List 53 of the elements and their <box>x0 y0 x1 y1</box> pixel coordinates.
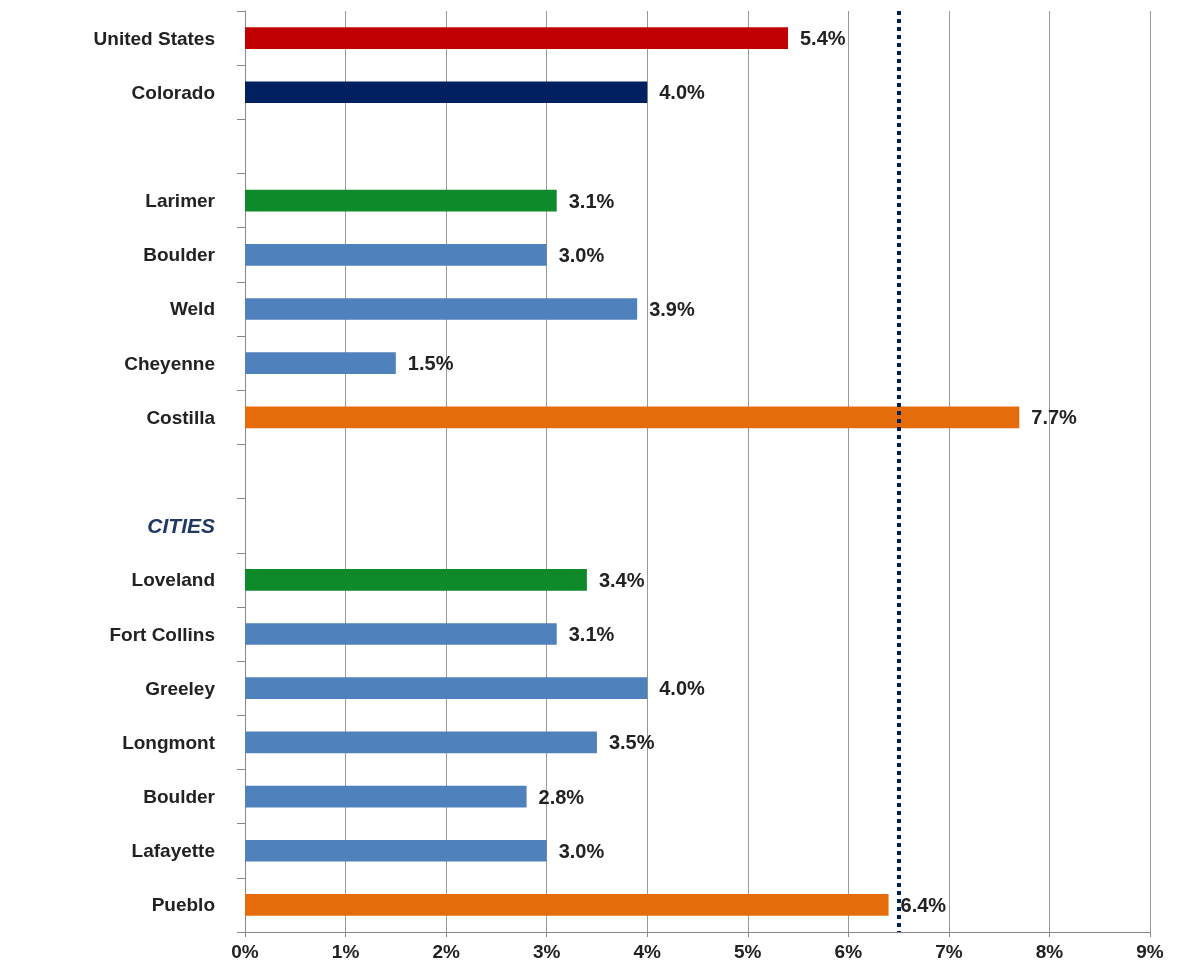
data-label: 3.4% <box>598 568 645 591</box>
bar <box>245 352 396 374</box>
y-tick-label: Boulder <box>143 244 216 266</box>
bar <box>245 406 1020 429</box>
data-label: 3.1% <box>568 623 615 646</box>
x-tick-label: 5% <box>734 941 762 962</box>
bar <box>245 894 889 916</box>
data-label: 1.5% <box>407 352 454 375</box>
data-label: 3.9% <box>649 297 695 320</box>
x-tick-label: 1% <box>331 941 360 962</box>
y-tick-label: Fort Collins <box>109 623 215 645</box>
y-tick-label: Greeley <box>145 677 216 699</box>
x-tick-label: 8% <box>1035 941 1064 962</box>
x-tick-label: 9% <box>1136 941 1164 962</box>
bar <box>245 189 557 212</box>
bar <box>245 785 527 808</box>
data-label: 7.7% <box>1031 406 1078 429</box>
bar <box>245 27 788 49</box>
data-label: 6.4% <box>900 893 947 916</box>
y-tick-label: Costilla <box>146 406 216 428</box>
x-tick-label: 6% <box>834 941 863 962</box>
bar <box>245 839 547 862</box>
bar <box>245 569 587 591</box>
bar <box>245 298 638 320</box>
y-tick-label: Loveland <box>131 569 215 591</box>
y-tick-label: Cheyenne <box>124 352 215 374</box>
bar <box>245 81 648 104</box>
y-tick-label: Lafayette <box>131 840 215 862</box>
y-tick-label: Boulder <box>143 786 216 808</box>
bar <box>245 243 547 266</box>
y-tick-label: Longmont <box>122 731 216 753</box>
bar <box>245 623 557 645</box>
data-label: 4.0% <box>659 677 706 700</box>
data-label: 3.5% <box>608 731 655 754</box>
y-tick-label: United States <box>93 27 215 49</box>
data-label: 5.4% <box>800 27 846 50</box>
data-label: 2.8% <box>538 785 585 808</box>
x-tick-label: 3% <box>532 941 561 962</box>
y-tick-label: CITIES <box>147 514 215 538</box>
y-tick-label: Pueblo <box>151 894 215 916</box>
data-label: 3.0% <box>558 243 605 266</box>
y-tick-label: Weld <box>169 298 215 320</box>
y-tick-label: Larimer <box>145 190 216 212</box>
x-tick-label: 7% <box>935 941 963 962</box>
data-label: 3.1% <box>568 189 615 212</box>
bar <box>245 677 648 700</box>
y-tick-label: Colorado <box>131 81 215 103</box>
x-tick-label: 0% <box>231 941 259 962</box>
bar <box>245 731 597 754</box>
data-label: 3.0% <box>558 839 605 862</box>
x-tick-label: 2% <box>432 941 460 962</box>
data-label: 4.0% <box>659 81 706 104</box>
x-tick-label: 4% <box>633 941 662 962</box>
